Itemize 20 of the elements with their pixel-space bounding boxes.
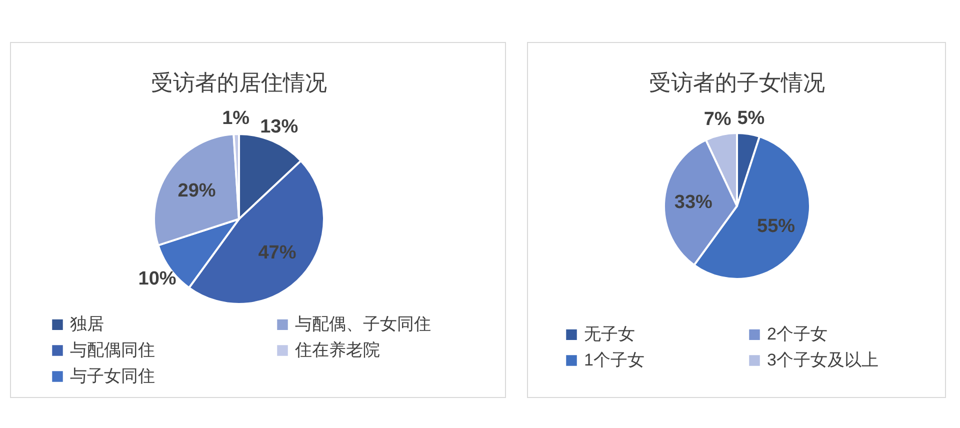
chart-title: 受访者的居住情况 xyxy=(151,70,327,96)
legend-label: 1个子女 xyxy=(584,350,644,370)
legend-label: 与配偶、子女同住 xyxy=(295,314,431,334)
legend-label: 2个子女 xyxy=(767,324,828,344)
data-label: 33% xyxy=(674,192,713,213)
legend-label: 与配偶同住 xyxy=(70,340,155,360)
legend-label: 与子女同住 xyxy=(70,366,155,386)
data-label: 5% xyxy=(737,108,765,130)
data-label: 29% xyxy=(178,180,216,202)
legend-label: 3个子女及以上 xyxy=(767,350,878,370)
data-label: 1% xyxy=(222,108,250,130)
data-label: 7% xyxy=(704,109,732,130)
legend-label: 无子女 xyxy=(584,324,635,344)
data-label: 55% xyxy=(757,216,796,237)
legend-label: 独居 xyxy=(70,314,104,334)
data-label: 13% xyxy=(260,116,298,138)
legend-label: 住在养老院 xyxy=(294,340,380,360)
data-label: 10% xyxy=(138,268,176,290)
chart-title: 受访者的子女情况 xyxy=(649,70,825,96)
data-label: 47% xyxy=(258,242,296,264)
